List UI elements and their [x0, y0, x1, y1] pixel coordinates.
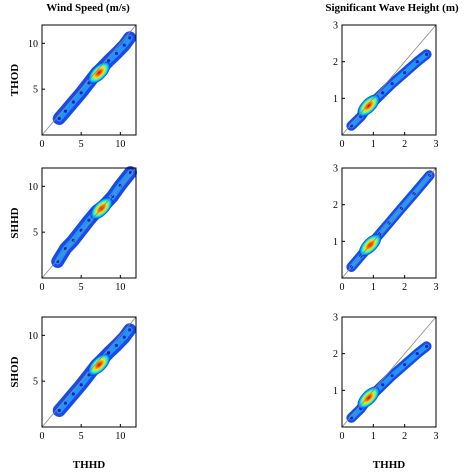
y-tick-label: 2 [333, 200, 338, 211]
x-tick-label: 2 [402, 139, 407, 150]
x-tick-label: 1 [371, 282, 376, 293]
x-tick-label: 0 [40, 431, 45, 442]
x-axis-label: THHD [373, 459, 405, 471]
y-axis-label: THOD [9, 64, 21, 96]
x-tick-label: 3 [434, 431, 439, 442]
x-tick-label: 2 [402, 282, 407, 293]
data-point [106, 351, 111, 355]
data-point [63, 401, 68, 405]
y-tick-label: 10 [28, 39, 38, 50]
data-point [128, 36, 132, 40]
data-point [122, 43, 126, 47]
axes-frame [41, 24, 137, 136]
axes-frame [41, 316, 137, 428]
one-to-one-line [341, 24, 437, 136]
panel-2-1: 0 1 2 3 1 2 3 THHD [333, 313, 439, 472]
y-tick-label: 1 [333, 237, 338, 248]
data-point [425, 52, 429, 56]
x-tick-label: 1 [371, 431, 376, 442]
column-title-wind: Wind Speed (m/s) [46, 2, 130, 14]
x-tick-label: 10 [115, 139, 125, 150]
panel-1-1: 0 1 2 3 1 2 3 [333, 164, 439, 294]
y-tick-label: 2 [333, 57, 338, 68]
data-point [71, 392, 75, 396]
density-peak [357, 386, 380, 409]
y-tick-label: 5 [33, 85, 38, 96]
density-peak [357, 94, 380, 117]
data-point [110, 194, 115, 199]
data-point [403, 71, 407, 75]
y-tick-label: 3 [333, 313, 338, 324]
one-to-one-line [41, 24, 137, 136]
y-tick-label: 10 [28, 331, 38, 342]
x-tick-label: 2 [402, 431, 407, 442]
y-axis-label: SHOD [9, 356, 21, 387]
data-point [390, 82, 394, 86]
one-to-one-line [41, 316, 137, 428]
x-tick-label: 1 [371, 139, 376, 150]
data-point [415, 60, 419, 64]
data-point [118, 183, 122, 188]
data-point [122, 335, 126, 339]
data-point [381, 383, 385, 387]
data-point [415, 352, 419, 356]
x-tick-label: 5 [79, 431, 84, 442]
x-tick-label: 0 [40, 139, 45, 150]
x-tick-label: 0 [340, 139, 345, 150]
y-axis-label: SHHD [9, 207, 21, 238]
y-tick-label: 5 [33, 377, 38, 388]
data-point [87, 218, 91, 222]
data-point [71, 238, 75, 243]
x-tick-label: 3 [434, 139, 439, 150]
y-tick-label: 1 [333, 386, 338, 397]
x-tick-label: 5 [79, 139, 84, 150]
x-tick-label: 0 [340, 431, 345, 442]
density-peak [88, 353, 111, 376]
data-point [114, 51, 119, 56]
y-tick-label: 2 [333, 349, 338, 360]
y-tick-label: 1 [333, 94, 338, 105]
panel-0-0: 0 5 10 5 10 THOD [9, 24, 137, 150]
axes-frame [341, 316, 437, 428]
panel-2-0: 0 5 10 5 10 SHOD THHD [9, 316, 137, 471]
axes-frame [41, 167, 137, 279]
data-point [128, 328, 132, 332]
one-to-one-line [41, 167, 137, 279]
y-tick-label: 10 [28, 182, 38, 193]
density-peak [88, 61, 111, 84]
x-axis-label: THHD [73, 459, 105, 471]
column-title-wave: Significant Wave Height (m) [325, 2, 459, 14]
y-tick-label: 5 [33, 228, 38, 239]
x-tick-label: 10 [115, 431, 125, 442]
axes-frame [341, 24, 437, 136]
x-tick-label: 5 [79, 282, 84, 293]
data-point [381, 91, 385, 95]
x-tick-label: 0 [340, 282, 345, 293]
panel-1-0: 0 5 10 5 10 SHHD [9, 166, 137, 293]
x-tick-label: 3 [434, 282, 439, 293]
data-point [114, 343, 119, 348]
one-to-one-line [341, 167, 437, 279]
data-point [425, 344, 429, 348]
data-point [106, 59, 111, 63]
data-point [71, 100, 75, 104]
x-tick-label: 0 [40, 282, 45, 293]
y-tick-label: 3 [333, 21, 338, 32]
data-point [79, 91, 83, 95]
panel-0-1: 0 1 2 3 1 2 3 [333, 21, 439, 151]
data-point [57, 116, 61, 121]
data-point [79, 383, 83, 387]
data-point [57, 408, 61, 413]
data-point [63, 109, 68, 113]
data-point [403, 363, 407, 367]
axes-frame [341, 167, 437, 279]
data-point [390, 374, 394, 378]
y-tick-label: 3 [333, 164, 338, 175]
x-tick-label: 10 [115, 282, 125, 293]
one-to-one-line [341, 316, 437, 428]
